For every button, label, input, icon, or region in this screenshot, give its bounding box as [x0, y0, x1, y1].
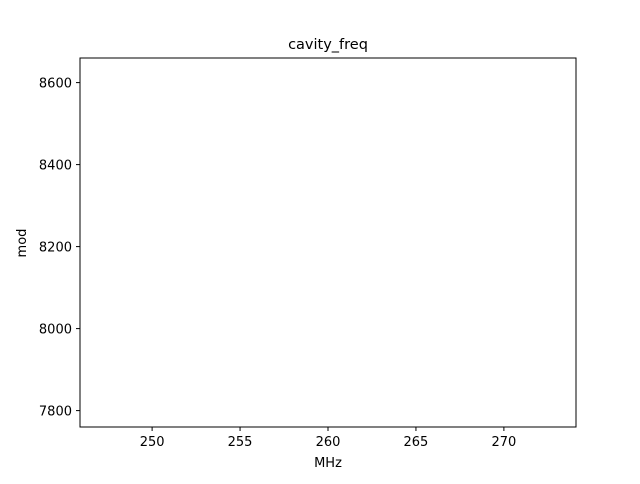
x-tick-label: 270	[491, 435, 516, 450]
y-tick-label: 8600	[39, 77, 72, 92]
x-tick-label: 250	[140, 435, 165, 450]
y-axis-label: mod	[15, 229, 30, 258]
x-tick-label: 265	[404, 435, 429, 450]
x-tick-label: 260	[316, 435, 341, 450]
y-tick-label: 8400	[39, 159, 72, 174]
y-tick-label: 8000	[39, 323, 72, 338]
x-tick-label: 255	[228, 435, 253, 450]
x-axis-ticks: 250 255 260 265 270	[140, 427, 516, 450]
chart-title: cavity_freq	[288, 37, 368, 53]
y-axis-ticks: 7800 8000 8200 8400 8600	[39, 77, 80, 420]
x-axis-label: MHz	[314, 456, 342, 471]
y-tick-label: 8200	[39, 241, 72, 256]
y-tick-label: 7800	[39, 405, 72, 420]
